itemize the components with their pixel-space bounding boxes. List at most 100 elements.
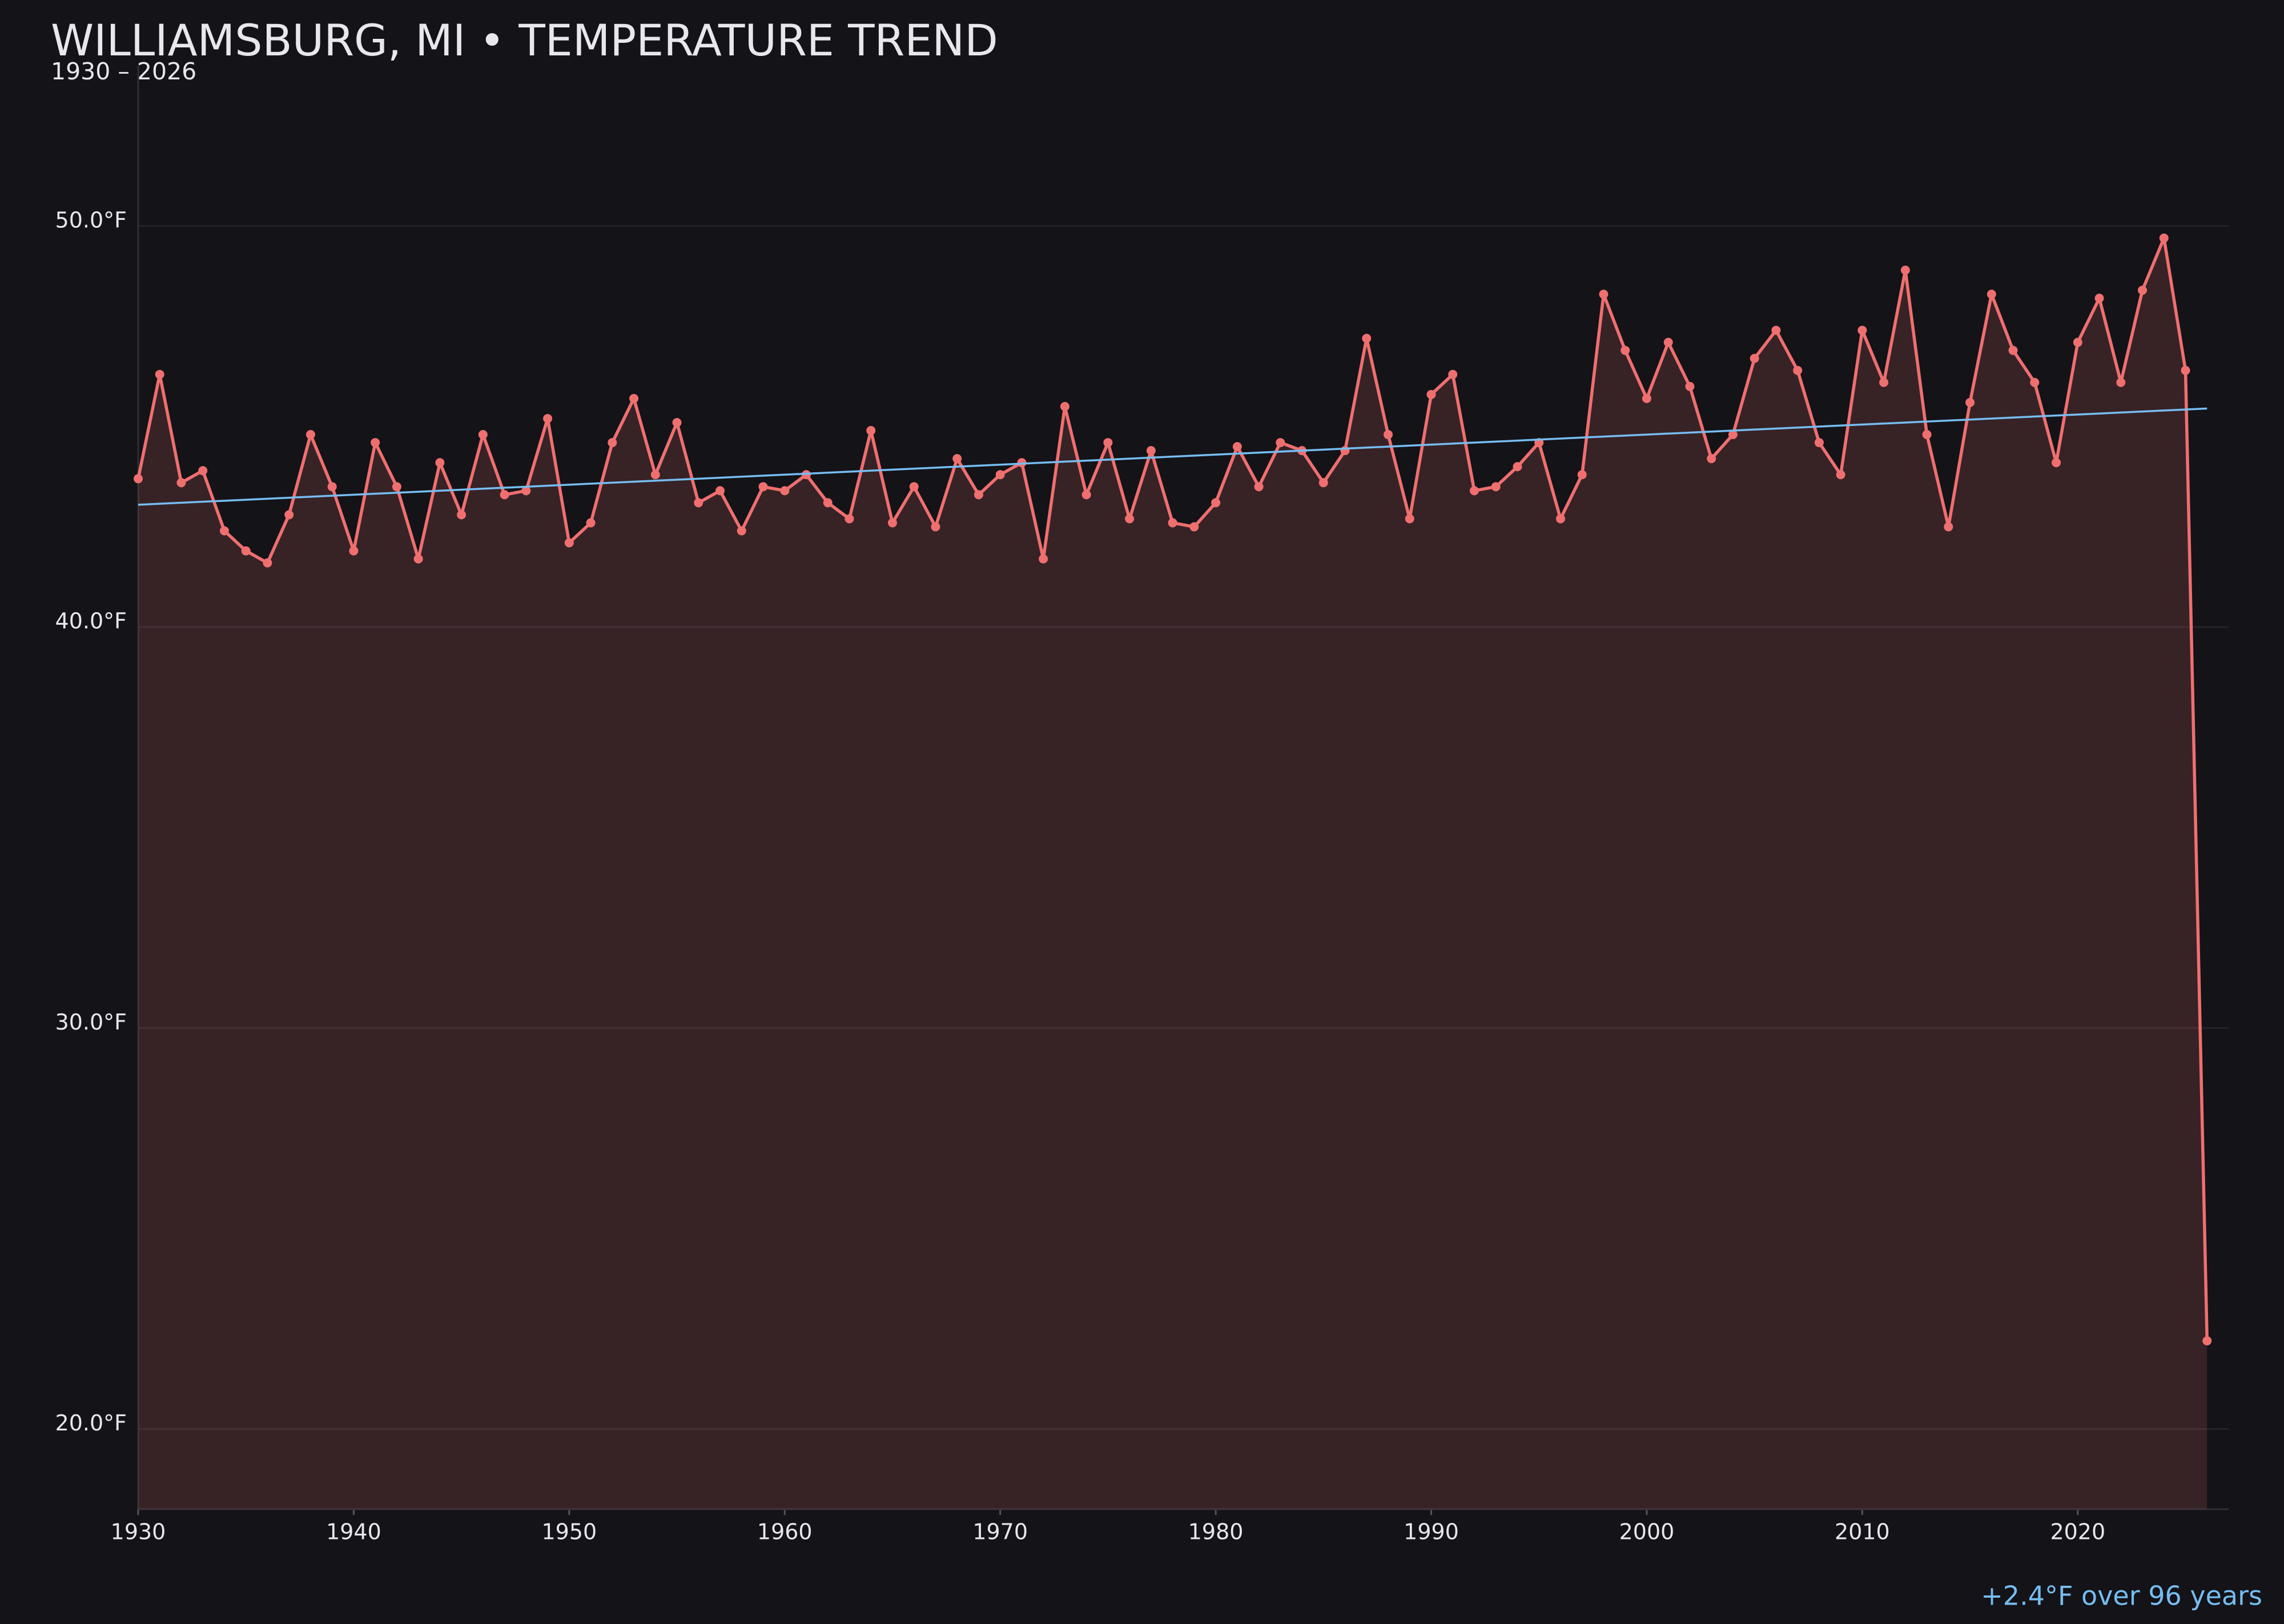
point bbox=[413, 554, 423, 564]
x-tick-label: 2000 bbox=[1619, 1520, 1675, 1545]
point bbox=[1707, 454, 1716, 464]
x-tick-label: 1960 bbox=[757, 1520, 813, 1545]
point bbox=[263, 558, 272, 568]
point bbox=[1146, 446, 1156, 456]
point bbox=[1771, 325, 1781, 335]
point bbox=[758, 482, 768, 492]
y-tick-label: 50.0°F bbox=[55, 207, 127, 232]
point bbox=[219, 526, 229, 536]
point bbox=[2138, 286, 2148, 295]
point bbox=[392, 482, 401, 492]
point bbox=[672, 417, 682, 427]
x-tick-label: 1990 bbox=[1404, 1520, 1459, 1545]
point bbox=[435, 458, 445, 468]
point bbox=[2030, 377, 2040, 387]
area bbox=[138, 238, 2207, 1509]
annotation: +2.4°F over 96 years bbox=[1981, 1581, 2262, 1611]
point bbox=[543, 413, 553, 423]
point bbox=[629, 393, 639, 403]
point bbox=[1254, 482, 1264, 492]
point bbox=[2181, 365, 2190, 375]
point bbox=[564, 538, 574, 548]
point bbox=[1642, 393, 1651, 403]
point bbox=[974, 490, 983, 500]
point bbox=[155, 369, 164, 379]
point bbox=[780, 486, 790, 496]
point bbox=[478, 430, 488, 440]
point bbox=[2116, 377, 2126, 387]
point bbox=[1017, 458, 1027, 468]
point bbox=[650, 470, 660, 480]
point bbox=[1663, 337, 1673, 347]
point bbox=[176, 478, 186, 488]
point bbox=[1879, 377, 1889, 387]
point bbox=[1620, 345, 1630, 355]
point bbox=[1750, 353, 1759, 363]
y-tick-label: 40.0°F bbox=[55, 609, 127, 634]
point bbox=[1987, 290, 1996, 299]
point bbox=[2073, 337, 2082, 347]
x-tick-label: 1940 bbox=[326, 1520, 381, 1545]
point bbox=[715, 486, 725, 496]
x-tick-label: 2010 bbox=[1835, 1520, 1890, 1545]
point bbox=[2202, 1336, 2212, 1346]
chart-title: WILLIAMSBURG, MI • TEMPERATURE TREND bbox=[51, 15, 998, 66]
point bbox=[457, 510, 467, 520]
point bbox=[305, 430, 315, 440]
point bbox=[1814, 438, 1824, 448]
point bbox=[1211, 498, 1221, 508]
point bbox=[866, 426, 876, 436]
point bbox=[909, 482, 919, 492]
x-tick-label: 1970 bbox=[972, 1520, 1028, 1545]
plot-area: 20.0°F 30.0°F 40.0°F 50.0°F 1930 1940 1950 1960… bbox=[55, 66, 2229, 1545]
point bbox=[737, 526, 746, 536]
point bbox=[521, 486, 531, 496]
point bbox=[1944, 522, 1953, 532]
point bbox=[198, 466, 208, 476]
point bbox=[802, 470, 811, 480]
trend-line bbox=[138, 407, 2207, 506]
chart-subtitle: 1930 – 2026 bbox=[51, 58, 196, 85]
point bbox=[1491, 482, 1501, 492]
point bbox=[608, 438, 617, 448]
point bbox=[1448, 369, 1458, 379]
point bbox=[2052, 458, 2061, 468]
point bbox=[1039, 554, 1048, 564]
point bbox=[1513, 462, 1522, 472]
point bbox=[1103, 438, 1113, 448]
point bbox=[1793, 365, 1803, 375]
y-tick-label: 20.0°F bbox=[55, 1410, 127, 1436]
point bbox=[1836, 470, 1845, 480]
point bbox=[1685, 381, 1695, 391]
point bbox=[327, 482, 337, 492]
point bbox=[931, 522, 940, 532]
point bbox=[1470, 486, 1479, 496]
point bbox=[349, 546, 359, 556]
point bbox=[1362, 333, 1372, 343]
point bbox=[1426, 389, 1436, 399]
point bbox=[1168, 518, 1177, 528]
point bbox=[1232, 442, 1242, 452]
point bbox=[1060, 401, 1069, 411]
point bbox=[1555, 514, 1565, 524]
point bbox=[284, 510, 294, 520]
point bbox=[823, 498, 833, 508]
x-tick-label: 2020 bbox=[2050, 1520, 2105, 1545]
point bbox=[952, 454, 962, 464]
x-tick-label: 1930 bbox=[111, 1520, 166, 1545]
point bbox=[2159, 233, 2169, 243]
point bbox=[1318, 478, 1328, 488]
point bbox=[1384, 430, 1393, 440]
point bbox=[887, 518, 897, 528]
point bbox=[500, 490, 509, 500]
point bbox=[371, 438, 380, 448]
point bbox=[1189, 522, 1199, 532]
point bbox=[995, 470, 1005, 480]
point bbox=[845, 514, 854, 524]
point bbox=[1125, 514, 1135, 524]
point bbox=[1900, 266, 1910, 275]
point bbox=[1276, 438, 1285, 448]
point bbox=[1599, 290, 1609, 299]
x-tick-label: 1980 bbox=[1188, 1520, 1244, 1545]
point bbox=[586, 518, 596, 528]
